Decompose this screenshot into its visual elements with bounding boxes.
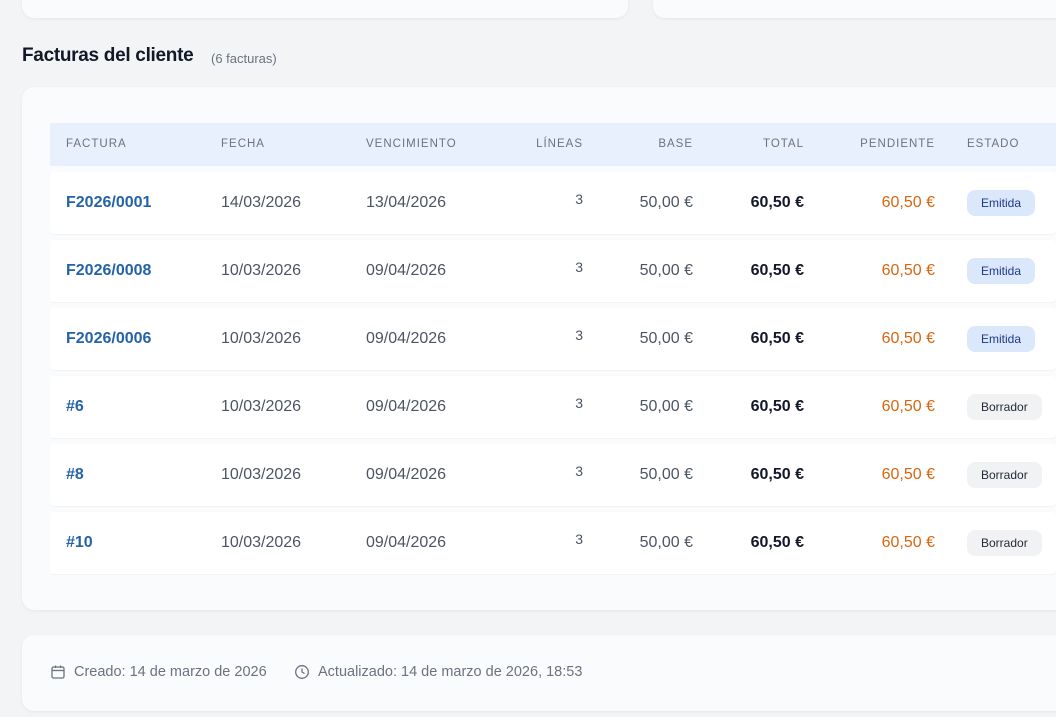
line-count: 3 [575,191,583,207]
column-header: ESTADO [967,138,1020,150]
due-date: 09/04/2026 [366,534,447,551]
table-row: #10 10/03/2026 09/04/2026 3 50,00 € 60,50 € 60… [50,512,1056,574]
column-header: FACTURA [66,138,127,150]
table-row: #6 10/03/2026 09/04/2026 3 50,00 € 60,50 € 60,… [50,376,1056,438]
invoice-number[interactable]: #10 [66,534,93,551]
total-amount: 60,50 € [750,262,804,279]
top-card [22,0,628,18]
pending-amount: 60,50 € [881,330,935,347]
issue-date: 10/03/2026 [221,534,302,551]
clock-icon [295,665,309,679]
line-count: 3 [575,395,583,411]
table-row: F2026/0001 14/03/2026 13/04/2026 3 50,00 € 60… [50,172,1056,234]
table-row: #8 10/03/2026 09/04/2026 3 50,00 € 60,50 € 60,… [50,444,1056,506]
pending-amount: 60,50 € [881,262,935,279]
footer-card [22,635,1056,711]
base-amount: 50,00 € [639,398,693,415]
updated-date: Actualizado: 14 de marzo de 2026, 18:53 [318,664,583,680]
status-badge: Borrador [967,462,1042,488]
column-header: FECHA [221,138,265,150]
total-amount: 60,50 € [750,330,804,347]
line-count: 3 [575,327,583,343]
base-amount: 50,00 € [639,330,693,347]
status-badge: Emitida [967,190,1036,216]
total-amount: 60,50 € [750,466,804,483]
section-title: Facturas del cliente [22,45,194,66]
invoice-number[interactable]: F2026/0008 [66,262,152,279]
total-amount: 60,50 € [750,398,804,415]
due-date: 09/04/2026 [366,466,447,483]
column-header: VENCIMIENTO [366,138,457,150]
invoice-count: (6 facturas) [211,51,277,66]
issue-date: 10/03/2026 [221,466,302,483]
status-badge: Emitida [967,258,1036,284]
pending-amount: 60,50 € [881,534,935,551]
issue-date: 10/03/2026 [221,262,302,279]
due-date: 09/04/2026 [366,398,447,415]
pending-amount: 60,50 € [881,398,935,415]
invoice-number[interactable]: F2026/0001 [66,194,152,211]
table-header: FACTURA FECHA VENCIMIENTO LÍNEAS BASE TOTAL PE… [50,123,1056,166]
top-card [653,0,1056,18]
status-badge: Borrador [967,530,1042,556]
table-row: F2026/0006 10/03/2026 09/04/2026 3 50,00 € 60… [50,308,1056,370]
pending-amount: 60,50 € [881,194,935,211]
invoice-number[interactable]: F2026/0006 [66,330,152,347]
due-date: 13/04/2026 [366,194,447,211]
total-amount: 60,50 € [750,194,804,211]
total-amount: 60,50 € [750,534,804,551]
invoice-number[interactable]: #8 [66,466,84,483]
calendar-icon [51,665,65,679]
column-header: LÍNEAS [536,138,583,150]
created-date: Creado: 14 de marzo de 2026 [74,664,267,680]
issue-date: 10/03/2026 [221,398,302,415]
line-count: 3 [575,531,583,547]
issue-date: 10/03/2026 [221,330,302,347]
due-date: 09/04/2026 [366,330,447,347]
base-amount: 50,00 € [639,194,693,211]
table-row: F2026/0008 10/03/2026 09/04/2026 3 50,00 € 60… [50,240,1056,302]
column-header: PENDIENTE [860,138,935,150]
line-count: 3 [575,259,583,275]
line-count: 3 [575,463,583,479]
status-badge: Borrador [967,394,1042,420]
issue-date: 14/03/2026 [221,194,302,211]
base-amount: 50,00 € [639,466,693,483]
column-header: BASE [658,138,693,150]
base-amount: 50,00 € [639,534,693,551]
invoice-number[interactable]: #6 [66,398,84,415]
column-header: TOTAL [763,138,804,150]
pending-amount: 60,50 € [881,466,935,483]
due-date: 09/04/2026 [366,262,447,279]
base-amount: 50,00 € [639,262,693,279]
status-badge: Emitida [967,326,1036,352]
